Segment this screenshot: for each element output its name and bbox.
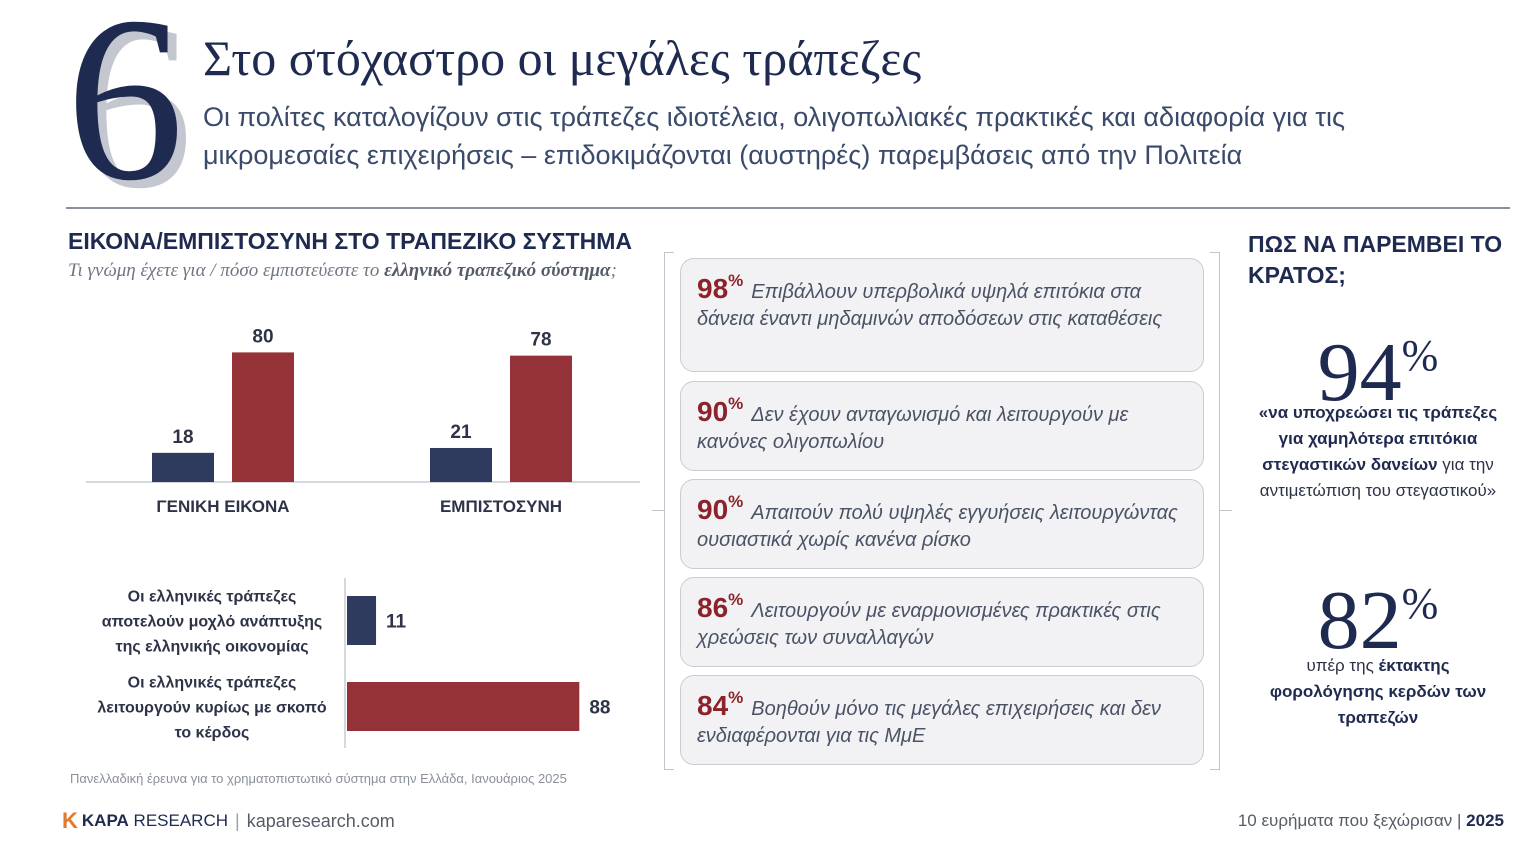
bar — [430, 447, 492, 482]
statement-percent: 90% — [697, 394, 744, 427]
statement-text: Βοηθούν μόνο τις μεγάλες επιχειρήσεις κα… — [697, 698, 1161, 747]
data-label: 21 — [450, 422, 472, 443]
statement-card: 90%Δεν έχουν ανταγωνισμό και λειτουργούν… — [680, 381, 1204, 471]
category-label: λειτουργούν κυρίως με σκοπό — [97, 700, 327, 717]
bar — [232, 352, 294, 482]
right-section-title: ΠΩΣ ΝΑ ΠΑΡΕΜΒΕΙ ΤΟ ΚΡΑΤΟΣ; — [1248, 231, 1503, 288]
question-end: ; — [610, 260, 617, 281]
question-start: Τι γνώμη έχετε για / πόσο εμπιστεύεστε τ… — [68, 260, 385, 281]
header-divider — [66, 207, 1510, 209]
data-label: 80 — [252, 326, 273, 347]
stat-description: «να υποχρεώσει τις τράπεζες για χαμηλότε… — [1258, 403, 1498, 500]
statement-percent: 90% — [697, 492, 744, 525]
logo-icon: K — [62, 808, 78, 833]
category-label: ΕΜΠΙΣΤΟΣΥΝΗ — [440, 497, 562, 516]
category-label: Οι ελληνικές τράπεζες — [128, 589, 297, 606]
statement-card: 86%Λειτουργούν με εναρμονισμένες πρακτικ… — [680, 577, 1204, 667]
logo-separator: | — [235, 810, 240, 831]
statement-percent: 98% — [697, 271, 744, 304]
data-label: 11 — [386, 612, 407, 633]
left-bracket-tick — [652, 510, 664, 511]
category-label: το κέρδος — [175, 725, 250, 742]
page-subtitle: Οι πολίτες καταλογίζουν στις τράπεζες ιδ… — [203, 102, 1345, 170]
statement-percent: 86% — [697, 590, 744, 623]
statement-text: Επιβάλλουν υπερβολικά υψηλά επιτόκια στα… — [697, 281, 1163, 330]
category-label: Οι ελληνικές τράπεζες — [128, 675, 297, 692]
logo-text: KAPA RESEARCH — [81, 811, 228, 830]
data-label: 78 — [530, 330, 551, 351]
survey-question: Τι γνώμη έχετε για / πόσο εμπιστεύεστε τ… — [68, 258, 658, 284]
footer-series-label: 10 ευρήματα που ξεχώρισαν | 2025 — [1237, 811, 1504, 830]
statement-card: 90%Απαιτούν πολύ υψηλές εγγυήσεις λειτου… — [680, 479, 1204, 569]
page-title: Στο στόχαστρο οι μεγάλες τράπεζες — [203, 30, 922, 86]
stat-description: υπέρ της έκτακτης φορολόγησης κερδών των… — [1269, 656, 1487, 727]
bank-image-charts: 18 80 ΓΕΝΙΚΗ ΕΙΚΟΝΑ 21 78 ΕΜΠΙΣΤΟΣΥΝΗ 11 Οι ελλ… — [86, 326, 640, 748]
statement-card: 98%Επιβάλλουν υπερβολικά υψηλά επιτόκια … — [680, 258, 1204, 372]
statement-text: Λειτουργούν με εναρμονισμένες πρακτικές … — [697, 600, 1161, 649]
statement-percent: 84% — [697, 688, 744, 721]
section-number: 6 — [66, 0, 184, 230]
brand-logo: K KAPA RESEARCH | kaparesearch.com — [62, 808, 395, 834]
category-label: ΓΕΝΙΚΗ ΕΙΚΟΝΑ — [156, 497, 289, 516]
stat-value: 94% — [1317, 326, 1439, 419]
left-bracket — [664, 252, 674, 770]
category-label: της ελληνικής οικονομίας — [115, 639, 308, 656]
survey-note: Πανελλαδική έρευνα για το χρηματοπιστωτι… — [70, 771, 567, 786]
website-link[interactable]: kaparesearch.com — [246, 810, 395, 831]
right-bracket — [1210, 252, 1220, 770]
bar — [347, 596, 377, 645]
bar — [347, 682, 580, 731]
data-label: 88 — [589, 698, 610, 719]
question-bold: ελληνικό τραπεζικό σύστημα — [384, 260, 611, 281]
stat-value: 82% — [1317, 574, 1439, 667]
right-bracket-tick — [1220, 510, 1232, 511]
category-label: αποτελούν μοχλό ανάπτυξης — [102, 614, 322, 631]
statement-card: 84%Βοηθούν μόνο τις μεγάλες επιχειρήσεις… — [680, 675, 1204, 765]
bar — [152, 452, 214, 482]
bar — [510, 355, 572, 482]
statement-text: Δεν έχουν ανταγωνισμό και λειτουργούν με… — [697, 404, 1129, 453]
data-label: 18 — [172, 427, 193, 448]
statement-text: Απαιτούν πολύ υψηλές εγγυήσεις λειτουργώ… — [697, 502, 1178, 551]
left-section-title: ΕΙΚΟΝΑ/ΕΜΠΙΣΤΟΣΥΝΗ ΣΤΟ ΤΡΑΠΕΖΙΚΟ ΣΥΣΤΗΜΑ — [68, 228, 632, 254]
